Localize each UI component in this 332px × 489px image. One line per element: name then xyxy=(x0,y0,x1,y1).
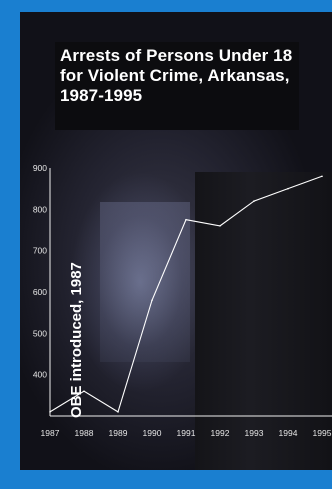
x-tick-label: 1991 xyxy=(177,428,196,438)
data-point xyxy=(83,390,85,393)
title-box xyxy=(55,42,299,130)
y-tick-label: 400 xyxy=(33,370,47,380)
y-tick-label: 600 xyxy=(33,287,47,297)
x-tick-label: 1988 xyxy=(75,428,94,438)
annotation-obe-introduced: OBE introduced, 1987 xyxy=(68,262,85,418)
y-tick-label: 800 xyxy=(33,204,47,214)
data-point xyxy=(151,299,153,302)
x-tick-label: 1993 xyxy=(245,428,264,438)
x-tick-label: 1992 xyxy=(211,428,230,438)
background-window-light xyxy=(100,202,190,362)
y-tick-label: 700 xyxy=(33,246,47,256)
x-tick-label: 1995 xyxy=(313,428,332,438)
x-tick-label: 1994 xyxy=(279,428,298,438)
y-tick-label: 500 xyxy=(33,328,47,338)
x-tick-label: 1990 xyxy=(143,428,162,438)
data-point xyxy=(49,411,51,413)
series-line xyxy=(49,175,323,413)
y-tick-label: 900 xyxy=(33,163,47,173)
data-point xyxy=(321,175,323,178)
data-point xyxy=(287,187,289,190)
data-point xyxy=(185,218,187,221)
data-point xyxy=(117,411,119,413)
x-tick-label: 1989 xyxy=(109,428,128,438)
data-point xyxy=(253,200,255,202)
chart-title: Arrests of Persons Under 18 for Violent … xyxy=(60,46,293,105)
background-door-shadow xyxy=(195,172,332,470)
data-point xyxy=(219,225,221,227)
x-tick-label: 1987 xyxy=(41,428,60,438)
